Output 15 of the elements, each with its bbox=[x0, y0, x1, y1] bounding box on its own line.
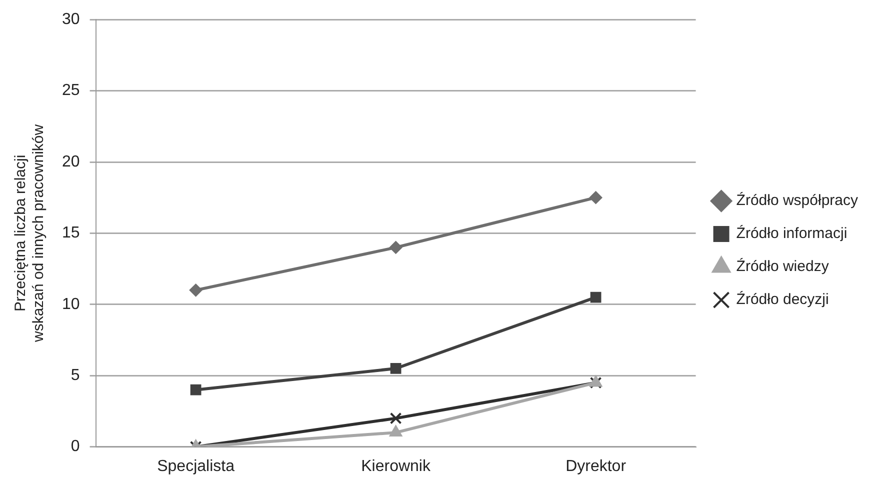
x-tick-label: Specjalista bbox=[157, 458, 235, 475]
x-tick-label: Dyrektor bbox=[566, 458, 627, 475]
legend-label: Źródło informacji bbox=[736, 224, 848, 242]
legend-label: Źródło wiedzy bbox=[736, 257, 830, 276]
legend-label: Źródło decyzji bbox=[736, 290, 829, 308]
y-tick-label: 25 bbox=[62, 82, 80, 100]
y-axis-title: Przeciętna liczba relacji wskazań od innych pracowników bbox=[12, 124, 48, 344]
y-tick-label: 15 bbox=[62, 224, 80, 242]
y-tick-label: 10 bbox=[62, 296, 80, 313]
y-tick-label: 20 bbox=[62, 153, 80, 170]
y-tick-label: 0 bbox=[70, 438, 80, 456]
legend-label: Źródło współpracy bbox=[736, 191, 858, 210]
x-tick-label: Kierownik bbox=[361, 458, 432, 475]
y-tick-label: 30 bbox=[62, 11, 80, 28]
y-tick-label: 5 bbox=[70, 367, 80, 384]
